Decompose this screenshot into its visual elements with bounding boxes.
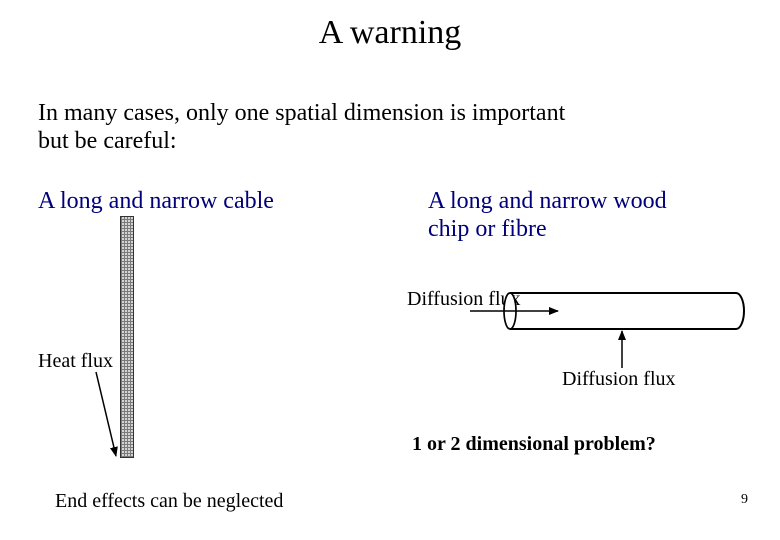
diagram-svg — [0, 0, 780, 540]
heat-flux-label: Heat flux — [38, 350, 113, 373]
fibre-right-cap — [736, 293, 744, 329]
cable-diagram — [120, 216, 134, 458]
diffusion-flux-label-2: Diffusion flux — [562, 368, 676, 391]
page-number: 9 — [741, 492, 748, 508]
heat-flux-arrow — [96, 372, 116, 456]
end-effects-text: End effects can be neglected — [55, 490, 283, 513]
question-text: 1 or 2 dimensional problem? — [412, 433, 656, 456]
right-heading: A long and narrow wood chip or fibre — [428, 188, 688, 243]
intro-text: In many cases, only one spatial dimensio… — [38, 100, 598, 155]
diffusion-flux-label-1: Diffusion flux — [407, 288, 521, 311]
left-heading: A long and narrow cable — [38, 188, 274, 215]
page-title: A warning — [0, 14, 780, 52]
